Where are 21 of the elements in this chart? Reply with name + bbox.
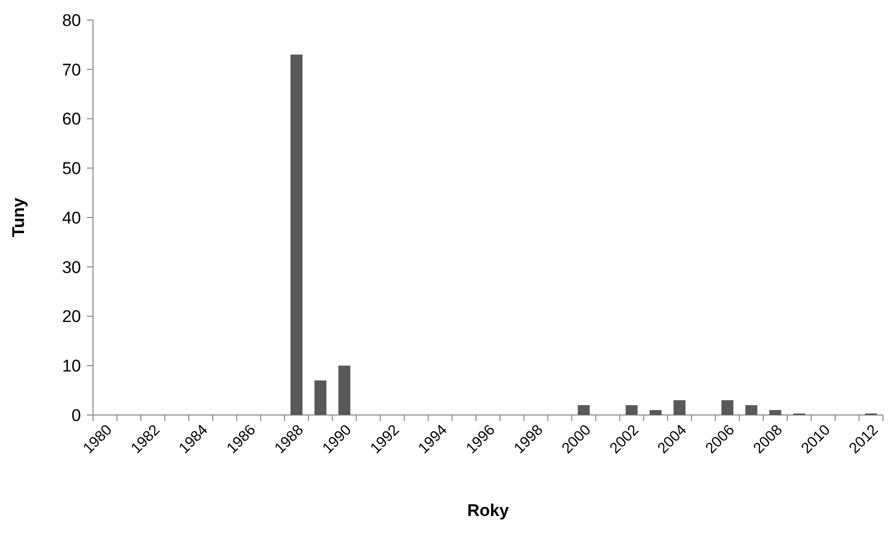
y-tick-label: 20 [62,307,81,326]
y-tick-label: 30 [62,258,81,277]
bar [674,400,686,415]
bar [650,410,662,415]
y-tick-label: 40 [62,208,81,228]
bar [290,54,302,415]
bar [769,410,782,415]
bar [745,405,758,415]
y-tick-label: 70 [62,60,81,80]
bar [721,400,734,415]
y-tick-label: 0 [72,406,81,425]
y-tick-label: 50 [62,159,81,178]
y-tick-label: 80 [62,10,81,30]
bar [626,405,638,415]
bar [578,405,590,415]
y-axis-title: Tuny [9,197,28,238]
bar [338,366,350,415]
y-tick-label: 10 [62,356,81,376]
x-axis-title: Roky [467,501,510,520]
y-tick-label: 60 [62,110,81,129]
bar [314,380,326,415]
